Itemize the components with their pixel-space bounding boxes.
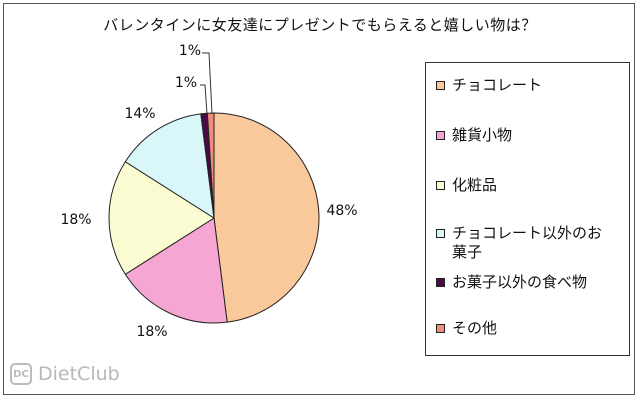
legend-swatch	[436, 278, 445, 287]
data-label-4: 14%	[124, 106, 155, 122]
pie-slice-3	[108, 161, 215, 275]
data-label-3: 18%	[60, 212, 91, 228]
data-label-5: 1%	[175, 75, 197, 91]
watermark-text: DietClub	[38, 363, 120, 385]
leader-line-5	[200, 84, 208, 115]
pie-slice-2	[124, 217, 228, 324]
legend-item-6: その他	[436, 319, 626, 338]
leader-line-6	[202, 52, 213, 115]
legend-swatch	[436, 181, 445, 190]
legend-label: 菓子	[452, 243, 483, 261]
legend-item-2: 雑貨小物	[436, 126, 626, 145]
legend: チョコレート 雑貨小物化粧品チョコレート以外のお 菓子お菓子以外の食べ物 その他	[425, 62, 630, 356]
data-label-1: 48%	[326, 203, 357, 219]
legend-swatch	[436, 229, 445, 238]
legend-label: 雑貨小物	[452, 126, 513, 144]
dietclub-logo-icon: DC	[10, 363, 32, 385]
legend-swatch	[436, 131, 445, 140]
legend-label: チョコレート	[452, 76, 543, 94]
data-label-2: 18%	[136, 324, 167, 340]
legend-item-3: 化粧品	[436, 176, 626, 195]
legend-item-5: お菓子以外の食べ物	[436, 273, 626, 292]
legend-label: お菓子以外の食べ物	[452, 273, 588, 291]
pie-slice-4	[124, 113, 215, 219]
data-label-6: 1%	[179, 43, 201, 59]
legend-item-1: チョコレート	[436, 76, 626, 95]
pie-slice-1	[213, 112, 320, 323]
legend-label: その他	[452, 319, 498, 337]
legend-item-4: チョコレート以外のお 菓子	[436, 224, 626, 262]
chart-title: バレンタインに女友達にプレゼントでもらえると嬉しい物は？	[103, 16, 537, 34]
chart-frame	[3, 3, 635, 395]
watermark: DC DietClub	[10, 363, 120, 385]
legend-label: 化粧品	[452, 176, 498, 194]
legend-label: チョコレート以外のお	[452, 224, 603, 242]
legend-swatch	[436, 81, 445, 90]
legend-swatch	[436, 324, 445, 333]
